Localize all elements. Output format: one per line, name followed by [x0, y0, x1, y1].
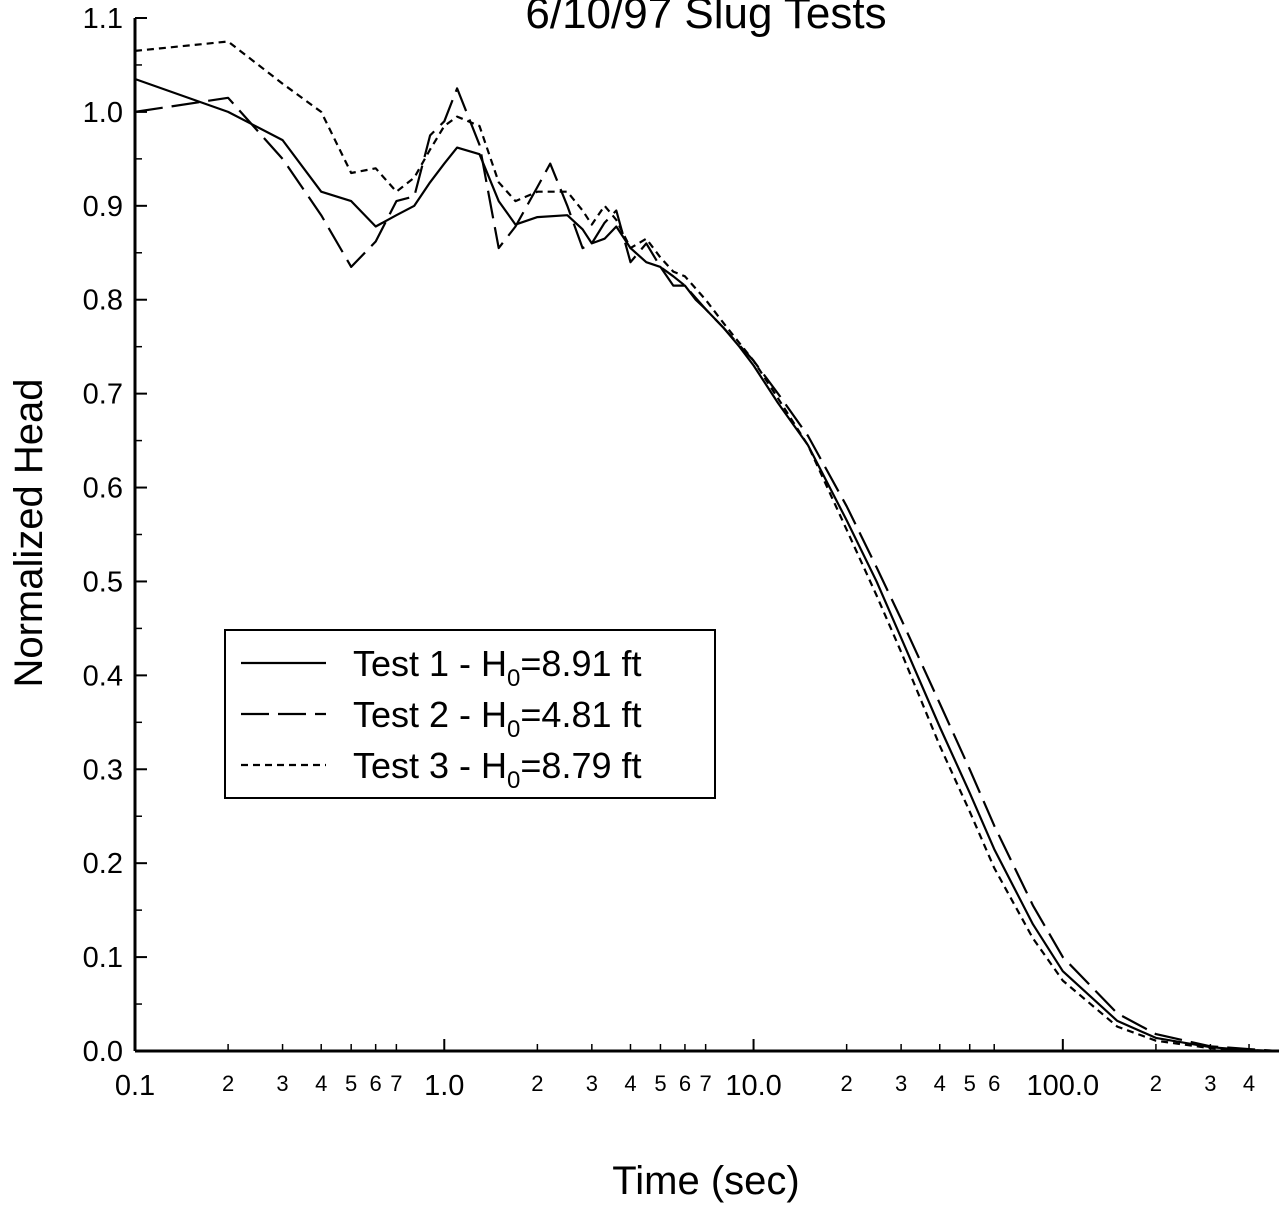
y-axis-title: Normalized Head	[7, 378, 51, 687]
x-minor-tick-label: 3	[586, 1071, 598, 1096]
y-tick-label: 0.5	[83, 566, 123, 598]
x-minor-tick-label: 7	[390, 1071, 402, 1096]
series-line-test-3	[134, 40, 1280, 1053]
legend-label-test-3: Test 3 - H0=8.79 ft	[353, 745, 642, 794]
y-tick-label: 0.0	[83, 1036, 123, 1068]
y-tick-label: 0.6	[83, 473, 123, 505]
chart-title: 6/10/97 Slug Tests	[525, 0, 886, 38]
y-tick-label: 0.1	[83, 942, 123, 974]
x-minor-tick-label: 4	[1243, 1071, 1255, 1096]
x-minor-tick-label: 5	[345, 1071, 357, 1096]
x-minor-tick-label: 4	[315, 1071, 327, 1096]
x-minor-tick-label: 6	[988, 1071, 1000, 1096]
x-minor-tick-label: 7	[700, 1071, 712, 1096]
series-line-test-2	[134, 87, 1280, 1053]
y-tick-label: 0.8	[83, 285, 123, 317]
y-tick-label: 1.0	[83, 97, 123, 129]
legend-label-test-1: Test 1 - H0=8.91 ft	[353, 643, 642, 692]
x-tick-label: 0.1	[115, 1070, 155, 1102]
x-minor-tick-label: 3	[1204, 1071, 1216, 1096]
x-minor-tick-label: 6	[370, 1071, 382, 1096]
x-minor-tick-label: 4	[934, 1071, 946, 1096]
x-tick-label: 1.0	[424, 1070, 464, 1102]
y-tick-label: 0.4	[83, 660, 123, 692]
x-minor-tick-label: 4	[624, 1071, 636, 1096]
x-minor-tick-label: 2	[531, 1071, 543, 1096]
y-tick-label: 0.7	[83, 379, 123, 411]
y-tick-label: 0.2	[83, 848, 123, 880]
x-minor-tick-label: 3	[895, 1071, 907, 1096]
legend-box	[224, 629, 716, 799]
x-minor-tick-label: 2	[1150, 1071, 1162, 1096]
x-tick-label: 10.0	[725, 1070, 781, 1102]
y-tick-label: 0.9	[83, 191, 123, 223]
axes: 0.00.10.20.30.40.50.60.70.80.91.01.10.1 1…	[83, 3, 1279, 1102]
x-minor-tick-label: 2	[222, 1071, 234, 1096]
x-minor-tick-label: 3	[276, 1071, 288, 1096]
x-axis-title: Time (sec)	[612, 1159, 799, 1203]
x-minor-tick-label: 5	[964, 1071, 976, 1096]
x-minor-tick-label: 5	[654, 1071, 666, 1096]
y-tick-label: 1.1	[83, 3, 123, 35]
legend-label-test-2: Test 2 - H0=4.81 ft	[353, 694, 642, 743]
series-lines	[134, 40, 1280, 1053]
x-minor-tick-label: 2	[841, 1071, 853, 1096]
x-minor-tick-label: 6	[679, 1071, 691, 1096]
series-line-test-1	[134, 77, 1280, 1053]
x-tick-label: 100.0	[1027, 1070, 1100, 1102]
y-tick-label: 0.3	[83, 754, 123, 786]
